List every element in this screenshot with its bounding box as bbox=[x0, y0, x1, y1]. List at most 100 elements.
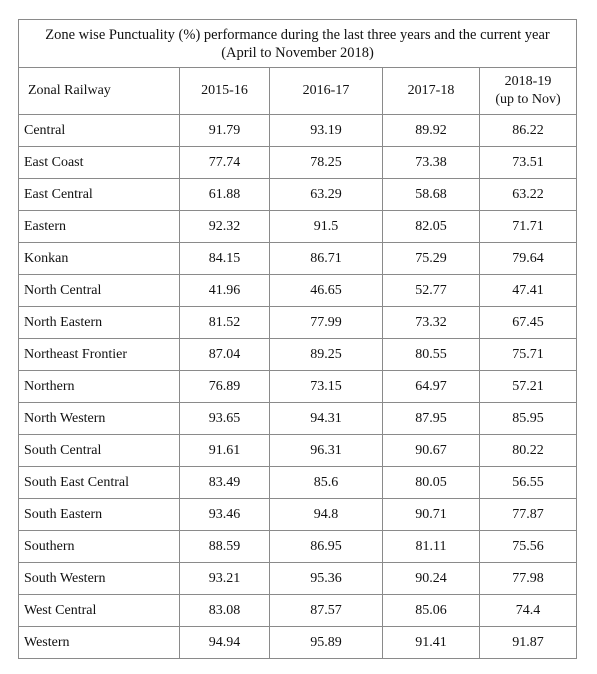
value-2017-18: 73.32 bbox=[382, 306, 480, 339]
punctuality-table: Zone wise Punctuality (%) performance du… bbox=[17, 19, 578, 659]
value-2017-18: 80.05 bbox=[382, 466, 480, 499]
value-2018-19: 77.87 bbox=[478, 498, 578, 531]
table-row: East Coast 77.74 78.25 73.38 73.51 bbox=[18, 146, 578, 179]
value-2015-16: 87.04 bbox=[179, 338, 270, 371]
zone-cell: East Coast bbox=[18, 146, 180, 179]
value-2015-16: 88.59 bbox=[179, 530, 270, 563]
value-2018-19: 79.64 bbox=[478, 242, 578, 275]
value-2018-19: 91.87 bbox=[478, 626, 578, 659]
column-header-2018-19-year: 2018-19 bbox=[504, 74, 552, 89]
column-header-2015-16: 2015-16 bbox=[179, 67, 270, 115]
header-row: Zonal Railway 2015-16 2016-17 2017-18 20… bbox=[18, 67, 578, 115]
column-header-zone: Zonal Railway bbox=[18, 67, 180, 115]
value-2016-17: 73.15 bbox=[269, 370, 383, 403]
value-2015-16: 83.49 bbox=[179, 466, 270, 499]
value-2016-17: 87.57 bbox=[269, 594, 383, 627]
value-2017-18: 85.06 bbox=[382, 594, 480, 627]
value-2016-17: 86.95 bbox=[269, 530, 383, 563]
value-2016-17: 96.31 bbox=[269, 434, 383, 467]
zone-cell: South Eastern bbox=[18, 498, 180, 531]
value-2018-19: 57.21 bbox=[478, 370, 578, 403]
table-row: Northeast Frontier 87.04 89.25 80.55 75.71 bbox=[18, 338, 578, 371]
value-2018-19: 85.95 bbox=[478, 402, 578, 435]
value-2015-16: 84.15 bbox=[179, 242, 270, 275]
table-row: South Central 91.61 96.31 90.67 80.22 bbox=[18, 434, 578, 467]
value-2017-18: 82.05 bbox=[382, 210, 480, 243]
value-2016-17: 95.36 bbox=[269, 562, 383, 595]
zone-cell: Western bbox=[18, 626, 180, 659]
table-row: Konkan 84.15 86.71 75.29 79.64 bbox=[18, 242, 578, 275]
value-2016-17: 94.8 bbox=[269, 498, 383, 531]
value-2016-17: 78.25 bbox=[269, 146, 383, 179]
table-row: North Eastern 81.52 77.99 73.32 67.45 bbox=[18, 306, 578, 339]
value-2018-19: 73.51 bbox=[478, 146, 578, 179]
value-2017-18: 75.29 bbox=[382, 242, 480, 275]
value-2015-16: 91.79 bbox=[179, 114, 270, 147]
zone-cell: South Central bbox=[18, 434, 180, 467]
value-2016-17: 91.5 bbox=[269, 210, 383, 243]
zone-cell: North Western bbox=[18, 402, 180, 435]
value-2017-18: 89.92 bbox=[382, 114, 480, 147]
value-2017-18: 90.67 bbox=[382, 434, 480, 467]
table-row: North Central 41.96 46.65 52.77 47.41 bbox=[18, 274, 578, 307]
value-2018-19: 75.56 bbox=[478, 530, 578, 563]
value-2018-19: 77.98 bbox=[478, 562, 578, 595]
value-2015-16: 61.88 bbox=[179, 178, 270, 211]
column-header-2018-19-note: (up to Nov) bbox=[495, 92, 561, 107]
value-2018-19: 80.22 bbox=[478, 434, 578, 467]
value-2015-16: 94.94 bbox=[179, 626, 270, 659]
value-2017-18: 52.77 bbox=[382, 274, 480, 307]
table-row: South East Central 83.49 85.6 80.05 56.55 bbox=[18, 466, 578, 499]
zone-cell: Southern bbox=[18, 530, 180, 563]
value-2017-18: 91.41 bbox=[382, 626, 480, 659]
value-2018-19: 74.4 bbox=[478, 594, 578, 627]
table-row: West Central 83.08 87.57 85.06 74.4 bbox=[18, 594, 578, 627]
zone-cell: Konkan bbox=[18, 242, 180, 275]
table-row: Northern 76.89 73.15 64.97 57.21 bbox=[18, 370, 578, 403]
value-2018-19: 86.22 bbox=[478, 114, 578, 147]
table-row: Southern 88.59 86.95 81.11 75.56 bbox=[18, 530, 578, 563]
value-2015-16: 81.52 bbox=[179, 306, 270, 339]
table-row: East Central 61.88 63.29 58.68 63.22 bbox=[18, 178, 578, 211]
table-title: Zone wise Punctuality (%) performance du… bbox=[17, 19, 578, 68]
value-2016-17: 77.99 bbox=[269, 306, 383, 339]
table-row: North Western 93.65 94.31 87.95 85.95 bbox=[18, 402, 578, 435]
value-2015-16: 93.21 bbox=[179, 562, 270, 595]
table-title-line1: Zone wise Punctuality (%) performance du… bbox=[45, 26, 550, 43]
zone-cell: Northeast Frontier bbox=[18, 338, 180, 371]
zone-cell: East Central bbox=[18, 178, 180, 211]
punctuality-table-container: Zone wise Punctuality (%) performance du… bbox=[17, 19, 578, 659]
zone-cell: West Central bbox=[18, 594, 180, 627]
value-2016-17: 94.31 bbox=[269, 402, 383, 435]
value-2017-18: 64.97 bbox=[382, 370, 480, 403]
value-2015-16: 93.65 bbox=[179, 402, 270, 435]
value-2016-17: 86.71 bbox=[269, 242, 383, 275]
zone-cell: South East Central bbox=[18, 466, 180, 499]
value-2017-18: 80.55 bbox=[382, 338, 480, 371]
zone-cell: South Western bbox=[18, 562, 180, 595]
value-2018-19: 56.55 bbox=[478, 466, 578, 499]
zone-cell: Central bbox=[18, 114, 180, 147]
column-header-2017-18: 2017-18 bbox=[382, 67, 480, 115]
zone-cell: Eastern bbox=[18, 210, 180, 243]
column-header-2016-17: 2016-17 bbox=[269, 67, 383, 115]
value-2015-16: 76.89 bbox=[179, 370, 270, 403]
zone-cell: North Central bbox=[18, 274, 180, 307]
table-row: South Western 93.21 95.36 90.24 77.98 bbox=[18, 562, 578, 595]
value-2016-17: 63.29 bbox=[269, 178, 383, 211]
column-header-2018-19: 2018-19 (up to Nov) bbox=[478, 67, 578, 115]
table-body: Central 91.79 93.19 89.92 86.22 East Coast 77.… bbox=[18, 114, 578, 659]
value-2016-17: 93.19 bbox=[269, 114, 383, 147]
value-2018-19: 67.45 bbox=[478, 306, 578, 339]
value-2015-16: 41.96 bbox=[179, 274, 270, 307]
value-2017-18: 87.95 bbox=[382, 402, 480, 435]
table-title-line2: (April to November 2018) bbox=[221, 44, 374, 61]
value-2016-17: 95.89 bbox=[269, 626, 383, 659]
value-2018-19: 75.71 bbox=[478, 338, 578, 371]
value-2015-16: 83.08 bbox=[179, 594, 270, 627]
value-2015-16: 92.32 bbox=[179, 210, 270, 243]
table-row: Western 94.94 95.89 91.41 91.87 bbox=[18, 626, 578, 659]
value-2017-18: 90.71 bbox=[382, 498, 480, 531]
value-2015-16: 93.46 bbox=[179, 498, 270, 531]
value-2015-16: 77.74 bbox=[179, 146, 270, 179]
